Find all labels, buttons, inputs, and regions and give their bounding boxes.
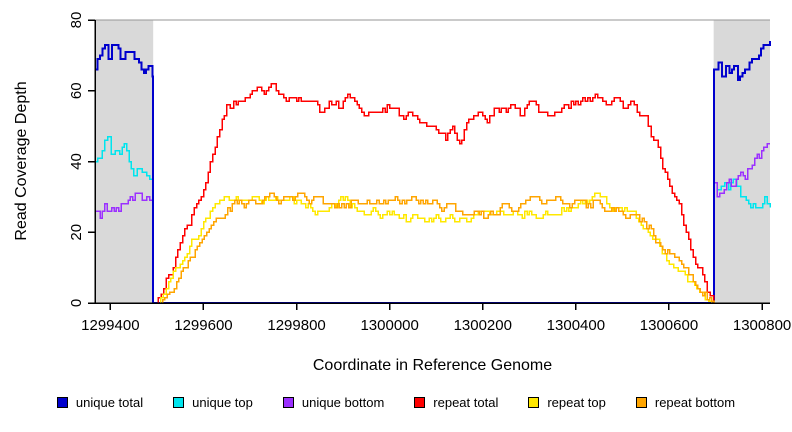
series-line-repeat-total [95, 82, 770, 304]
legend-item-repeat-bottom: repeat bottom [635, 395, 736, 410]
x-tick-label: 1300000 [360, 317, 418, 334]
series-line-repeat-bottom [95, 192, 770, 304]
legend-swatch [414, 397, 426, 408]
legend-item-repeat-total: repeat total [414, 396, 498, 409]
y-tick-label: 80 [68, 12, 85, 29]
x-axis-label: Coordinate in Reference Genome [312, 357, 553, 374]
legend-label: unique top [192, 395, 253, 410]
x-tick-label: 1300600 [640, 317, 698, 334]
legend-swatch [282, 397, 294, 408]
legend-label: unique total [75, 395, 144, 410]
series-line-unique-top [95, 135, 771, 304]
x-tick-label: 1299400 [81, 317, 139, 334]
y-tick-label: 0 [68, 299, 85, 307]
y-tick-label: 40 [68, 153, 85, 170]
legend-label: repeat bottom [654, 395, 736, 410]
legend-label: repeat total [433, 395, 499, 410]
series-line-repeat-top [95, 192, 770, 304]
legend-item-unique-bottom: unique bottom [282, 395, 385, 410]
y-tick-label: 60 [68, 82, 85, 99]
legend-item-repeat-top: repeat top [528, 396, 606, 409]
legend-swatch [635, 397, 647, 408]
shaded-region [95, 20, 154, 303]
x-tick-label: 1300800 [733, 317, 791, 334]
y-axis-label: Read Coverage Depth [13, 81, 30, 241]
legend-swatch [173, 397, 185, 408]
legend: unique total unique top unique bottom repea… [0, 396, 792, 409]
series-line-unique-bottom [95, 143, 770, 304]
x-tick-label: 1299800 [267, 317, 325, 334]
y-tick-label: 20 [68, 224, 85, 241]
legend-label: repeat top [547, 395, 606, 410]
legend-swatch [56, 397, 68, 408]
x-tick-label: 1300200 [454, 317, 512, 334]
legend-item-unique-top: unique top [173, 396, 253, 409]
x-tick-label: 1300400 [547, 317, 605, 334]
legend-item-unique-total: unique total [56, 395, 144, 410]
legend-label: unique bottom [301, 395, 385, 410]
legend-swatch [528, 397, 540, 408]
x-tick-label: 1299600 [174, 317, 232, 334]
